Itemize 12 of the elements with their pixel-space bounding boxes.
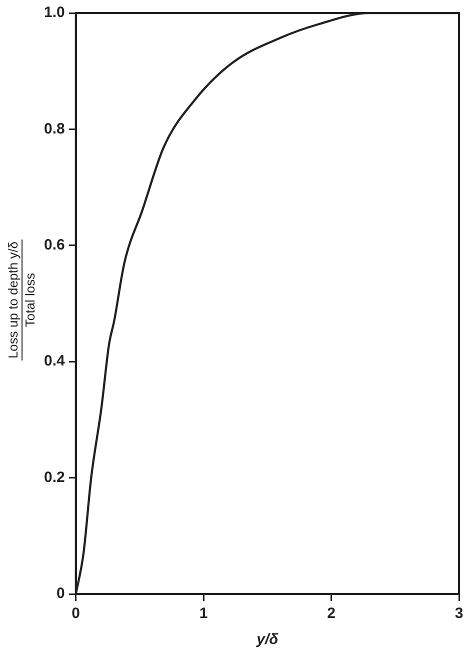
x-tick-label: 0	[72, 605, 80, 622]
y-tick-label: 0.6	[44, 236, 65, 254]
x-axis-title: y/δ	[256, 631, 280, 648]
x-tick-label: 2	[327, 605, 336, 622]
y-tick-label: 0	[56, 585, 65, 602]
x-tick-label: 1	[199, 605, 208, 622]
x-tick-label: 3	[454, 605, 464, 622]
y-axis-title: Loss up to depth y/δ Total loss	[6, 240, 38, 361]
y-tick-label: 0.2	[44, 468, 65, 486]
y-tick-label: 0.4	[44, 352, 66, 370]
y-tick-label: 1.0	[44, 4, 65, 22]
y-tick-label: 0.8	[44, 120, 65, 138]
